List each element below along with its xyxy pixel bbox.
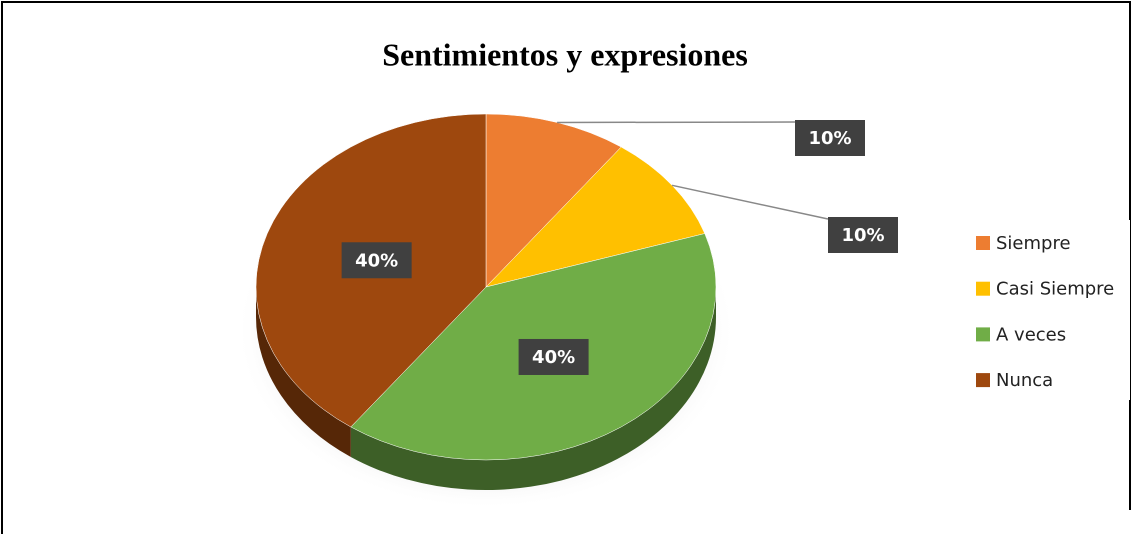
- data-label-box: [828, 217, 898, 253]
- pie-side: [256, 287, 351, 457]
- legend-swatch: [976, 327, 990, 342]
- legend-label: Casi Siempre: [996, 279, 1114, 300]
- legend-swatch: [976, 281, 990, 296]
- legend-swatch: [976, 373, 990, 388]
- legend-label: Siempre: [996, 233, 1071, 254]
- data-label-box: [795, 120, 865, 156]
- legend-label: A veces: [996, 324, 1066, 345]
- data-label: 10%: [808, 128, 851, 149]
- legend-box: [965, 220, 1130, 400]
- data-label: 10%: [841, 225, 884, 246]
- data-label-box: [518, 338, 589, 375]
- legend-swatch: [976, 236, 990, 250]
- data-label: 40%: [532, 347, 575, 368]
- chart-title: Sentimientos y expresiones: [382, 36, 748, 72]
- pie-side: [350, 287, 716, 490]
- data-label: 40%: [355, 250, 398, 271]
- data-label-box: [341, 242, 412, 279]
- leader-line: [671, 184, 829, 220]
- legend-label: Nunca: [996, 370, 1053, 391]
